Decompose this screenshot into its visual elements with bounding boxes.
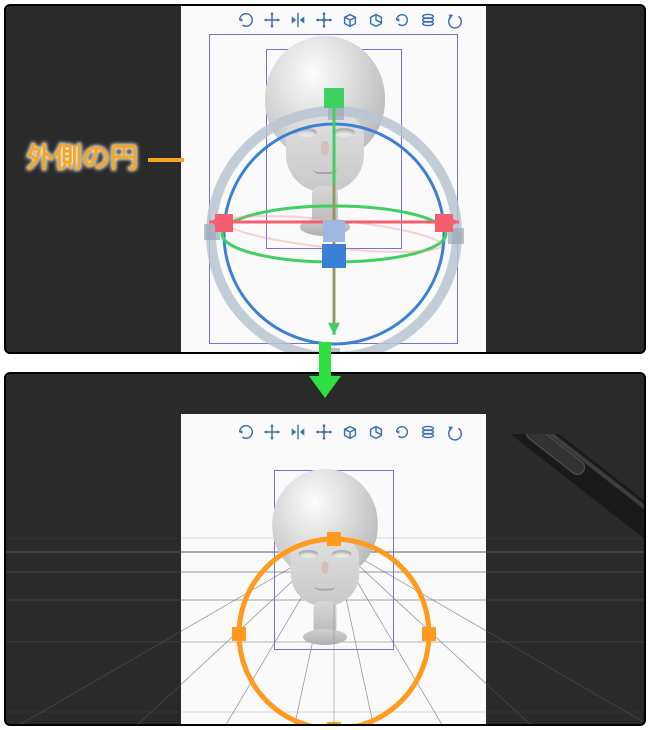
cycle-icon[interactable]	[392, 10, 412, 30]
undo-icon[interactable]	[444, 10, 464, 30]
cube-back-icon[interactable]	[366, 10, 386, 30]
annotation-text: 外側の円	[26, 142, 138, 173]
stack-icon[interactable]	[418, 10, 438, 30]
viewport-bottom	[4, 372, 646, 726]
move-icon[interactable]	[262, 10, 282, 30]
mirror-icon[interactable]	[288, 10, 308, 30]
viewport-top: 外側の円	[4, 4, 646, 354]
transition-arrow-icon	[305, 340, 345, 400]
head-model-top[interactable]	[265, 36, 385, 161]
stylus-pen	[294, 434, 646, 726]
hub-icon[interactable]	[314, 10, 334, 30]
toolbar-top	[236, 10, 464, 30]
annotation-outer-circle: 外側の円	[26, 136, 186, 176]
cube-front-icon[interactable]	[340, 10, 360, 30]
rotate-arc-icon[interactable]	[236, 10, 256, 30]
